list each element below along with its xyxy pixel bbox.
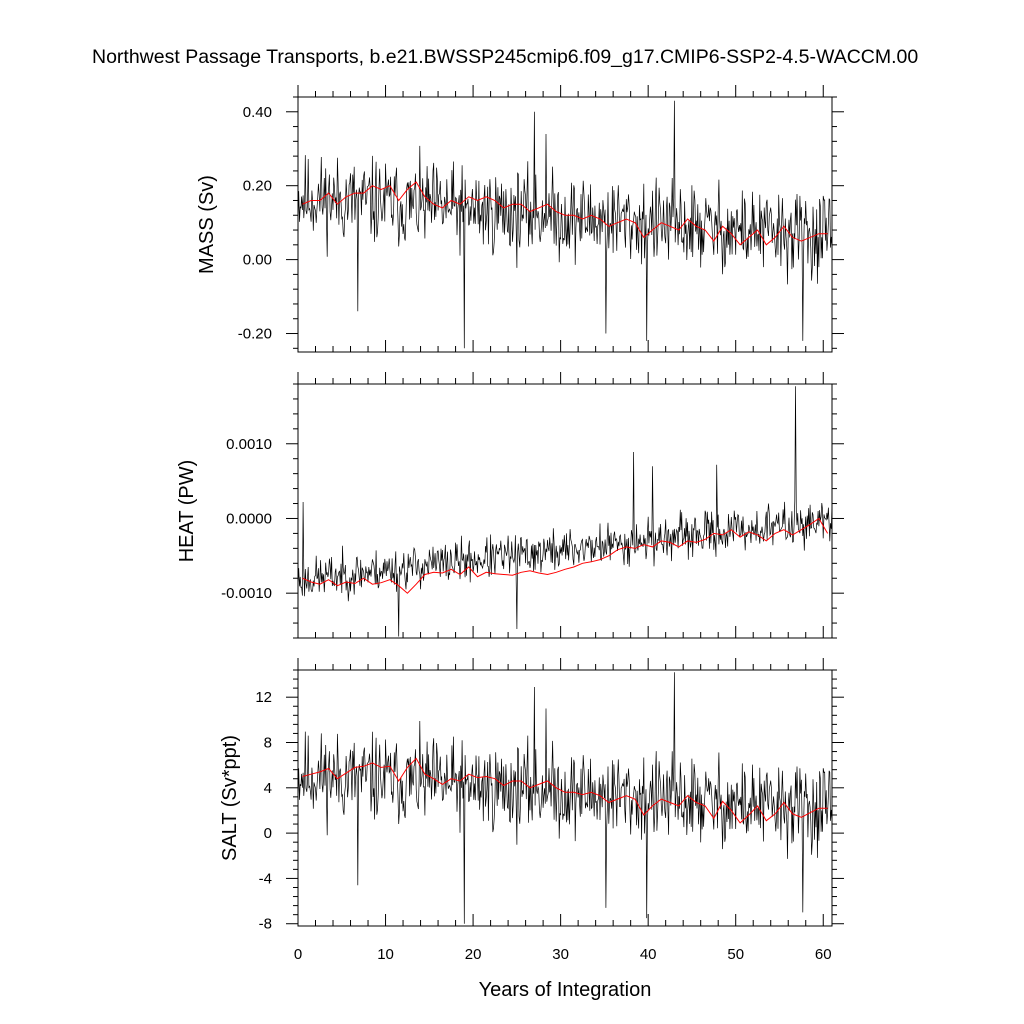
mass-plot-frame xyxy=(297,96,833,353)
salt-x-tick-label: 20 xyxy=(465,946,482,963)
heat-y-tick-label: 0.0000 xyxy=(226,510,272,527)
heat-y-tick-label: 0.0010 xyxy=(226,436,272,453)
panel-heat: 0.0010 0.0000 -0.0010 HEAT (PW) xyxy=(176,372,844,639)
salt-x-tick-label: 0 xyxy=(294,946,302,963)
salt-plot-frame xyxy=(297,669,833,927)
mass-y-tick-label: 0.20 xyxy=(243,178,272,195)
salt-x-tick-label: 10 xyxy=(377,946,394,963)
mass-annual-mean-series xyxy=(302,181,828,246)
salt-y-tick-label: -8 xyxy=(259,916,272,933)
salt-x-tick-label: 30 xyxy=(552,946,569,963)
heat-y-tick-label: -0.0010 xyxy=(221,585,272,602)
mass-y-tick-label: 0.40 xyxy=(243,104,272,121)
chart-title: Northwest Passage Transports, b.e21.BWSS… xyxy=(92,46,919,68)
salt-x-tick-label: 40 xyxy=(640,946,657,963)
salt-monthly-series xyxy=(298,672,832,924)
salt-y-tick-label: -4 xyxy=(259,870,272,887)
salt-annual-mean-series xyxy=(302,757,828,824)
mass-y-tick-label: -0.20 xyxy=(238,326,272,343)
panel-mass: 0.40 0.20 0.00 -0.20 MASS (Sv) xyxy=(196,85,844,353)
heat-annual-mean-series xyxy=(302,517,829,594)
mass-y-axis-title: MASS (Sv) xyxy=(196,175,218,274)
mass-monthly-series xyxy=(298,100,832,349)
salt-y-tick-label: 0 xyxy=(264,825,272,842)
salt-x-tick-label: 60 xyxy=(815,946,832,963)
salt-y-tick-label: 12 xyxy=(255,689,272,706)
salt-y-axis-title: SALT (Sv*ppt) xyxy=(219,735,241,861)
heat-plot-frame xyxy=(297,383,833,639)
x-axis-title: Years of Integration xyxy=(479,979,652,1001)
salt-y-tick-label: 8 xyxy=(264,734,272,751)
heat-monthly-series xyxy=(298,386,832,637)
salt-y-tick-label: 4 xyxy=(264,780,272,797)
heat-y-axis-title: HEAT (PW) xyxy=(176,460,198,563)
mass-y-tick-label: 0.00 xyxy=(243,252,272,269)
salt-x-tick-label: 50 xyxy=(727,946,744,963)
